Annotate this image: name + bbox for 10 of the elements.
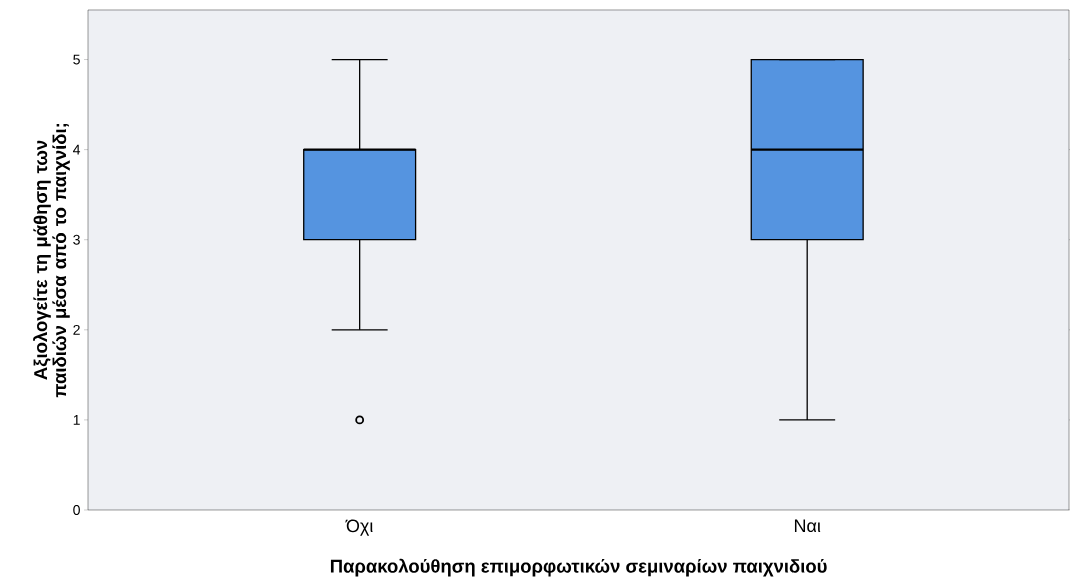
x-axis-title: Παρακολούθηση επιμορφωτικών σεμιναρίων παιχνιδιού [330, 558, 827, 577]
x-tick-label: Όχι [345, 519, 373, 536]
y-tick-label: 2 [73, 324, 80, 335]
y-axis-title: Αξιολογείτε τη μάθηση των παιδιών μέσα από το παιχνίδι; [33, 123, 70, 398]
y-tick-label: 1 [73, 415, 80, 425]
y-tick-label: 5 [73, 54, 80, 65]
y-tick-label: 0 [73, 505, 80, 515]
y-tick-label: 3 [73, 234, 80, 245]
x-tick-label: Ναι [794, 519, 821, 533]
y-tick-label: 4 [73, 144, 81, 155]
